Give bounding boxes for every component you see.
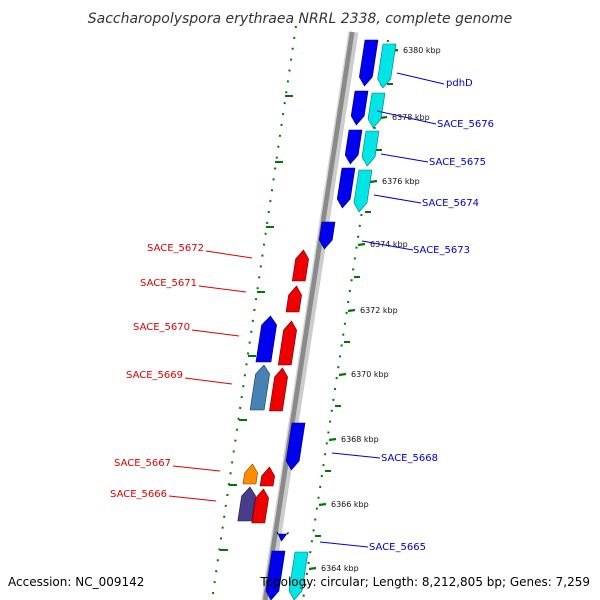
forward-feature-arrow[interactable] — [361, 130, 380, 167]
reverse-gene-label[interactable]: SACE_5672 — [147, 243, 204, 254]
reverse-label-leader — [168, 495, 217, 502]
scale-tick-label: 6374 kbp — [370, 240, 408, 249]
reverse-label-leader — [184, 377, 233, 385]
forward-label-leader — [373, 194, 422, 204]
scale-tick-label: 6364 kbp — [321, 564, 359, 573]
forward-gene-label[interactable]: SACE_5665 — [369, 542, 426, 553]
forward-label-leader — [361, 240, 414, 251]
scale-tick-label: 6380 kbp — [403, 46, 441, 55]
reverse-gene-arrow[interactable] — [269, 367, 288, 412]
forward-label-leader — [376, 110, 437, 125]
forward-feature-arrow[interactable] — [377, 43, 397, 89]
reverse-gene-arrow[interactable] — [277, 320, 297, 366]
reverse-gene-block[interactable] — [249, 364, 270, 411]
scale-tick-mark — [308, 566, 317, 571]
reverse-label-leader — [198, 285, 247, 293]
reverse-label-leader — [205, 250, 253, 259]
scale-tick-mark — [328, 437, 337, 442]
scale-tick-mark — [369, 179, 378, 184]
forward-feature-arrow[interactable] — [288, 551, 309, 600]
forward-feature-arrow[interactable] — [367, 92, 386, 129]
forward-label-leader — [319, 541, 369, 548]
scale-tick-mark — [338, 372, 347, 377]
reverse-gene-block[interactable] — [242, 463, 258, 485]
topology-text: Topology: circular; Length: 8,212,805 bp… — [259, 575, 590, 589]
scale-tick-label: 6370 kbp — [351, 370, 389, 379]
forward-gene-arrow[interactable] — [359, 39, 379, 87]
reverse-gene-arrow[interactable] — [291, 249, 309, 282]
forward-label-leader — [396, 72, 445, 85]
scale-tick-label: 6378 kbp — [392, 113, 430, 122]
forward-gene-arrow[interactable] — [318, 221, 336, 250]
forward-gene-arrow-small[interactable] — [276, 530, 289, 542]
reverse-label-leader — [172, 465, 221, 472]
reverse-gene-block[interactable] — [255, 315, 277, 363]
reverse-gene-arrow[interactable] — [251, 488, 269, 524]
reverse-gene-label[interactable]: SACE_5669 — [126, 370, 183, 381]
scale-tick-label: 6372 kbp — [360, 306, 398, 315]
scale-tick-label: 6368 kbp — [341, 435, 379, 444]
forward-gene-arrow[interactable] — [265, 550, 286, 600]
reverse-gene-label[interactable]: SACE_5671 — [140, 278, 197, 289]
genome-backbone — [262, 31, 355, 600]
forward-gene-arrow[interactable] — [344, 129, 363, 165]
forward-gene-label[interactable]: SACE_5676 — [437, 119, 494, 130]
reverse-gene-block[interactable] — [237, 486, 256, 522]
scale-tick-label: 6376 kbp — [382, 177, 420, 186]
forward-gene-label[interactable]: SACE_5673 — [413, 245, 470, 256]
label-layer: pdhD SACE_5676 SACE_5675 SACE_5674 SACE_5673… — [110, 72, 494, 553]
forward-gene-arrow[interactable] — [285, 422, 306, 471]
reverse-label-leader — [191, 329, 240, 337]
accession-text: Accession: NC_009142 — [8, 575, 144, 589]
forward-gene-label[interactable]: SACE_5675 — [429, 157, 486, 168]
scale-tick-mark — [318, 502, 327, 507]
forward-gene-label[interactable]: SACE_5674 — [422, 198, 479, 209]
forward-gene-label[interactable]: pdhD — [446, 78, 473, 89]
scale-tick-label: 6366 kbp — [331, 500, 369, 509]
forward-gene-arrow[interactable] — [350, 90, 369, 126]
reverse-gene-arrow[interactable] — [259, 466, 275, 487]
reverse-gene-label[interactable]: SACE_5670 — [133, 322, 190, 333]
forward-gene-label[interactable]: SACE_5668 — [381, 453, 438, 464]
map-title: Saccharopolyspora erythraea NRRL 2338, c… — [88, 11, 513, 27]
forward-feature-arrow[interactable] — [353, 169, 373, 213]
gene-layer — [237, 39, 397, 600]
forward-label-leader — [331, 452, 381, 459]
forward-label-leader — [380, 153, 429, 163]
genome-backbone-highlight — [261, 31, 350, 600]
tick-layer: 6380 kbp 6378 kbp 6376 kbp 6374 kbp 6372 kbp… — [220, 46, 441, 573]
scale-tick-mark — [357, 242, 366, 247]
reverse-gene-label[interactable]: SACE_5667 — [114, 458, 171, 469]
scale-tick-mark — [347, 308, 356, 313]
reverse-gene-arrow[interactable] — [285, 285, 302, 313]
forward-gene-arrow[interactable] — [336, 167, 356, 209]
reverse-gene-label[interactable]: SACE_5666 — [110, 489, 167, 500]
